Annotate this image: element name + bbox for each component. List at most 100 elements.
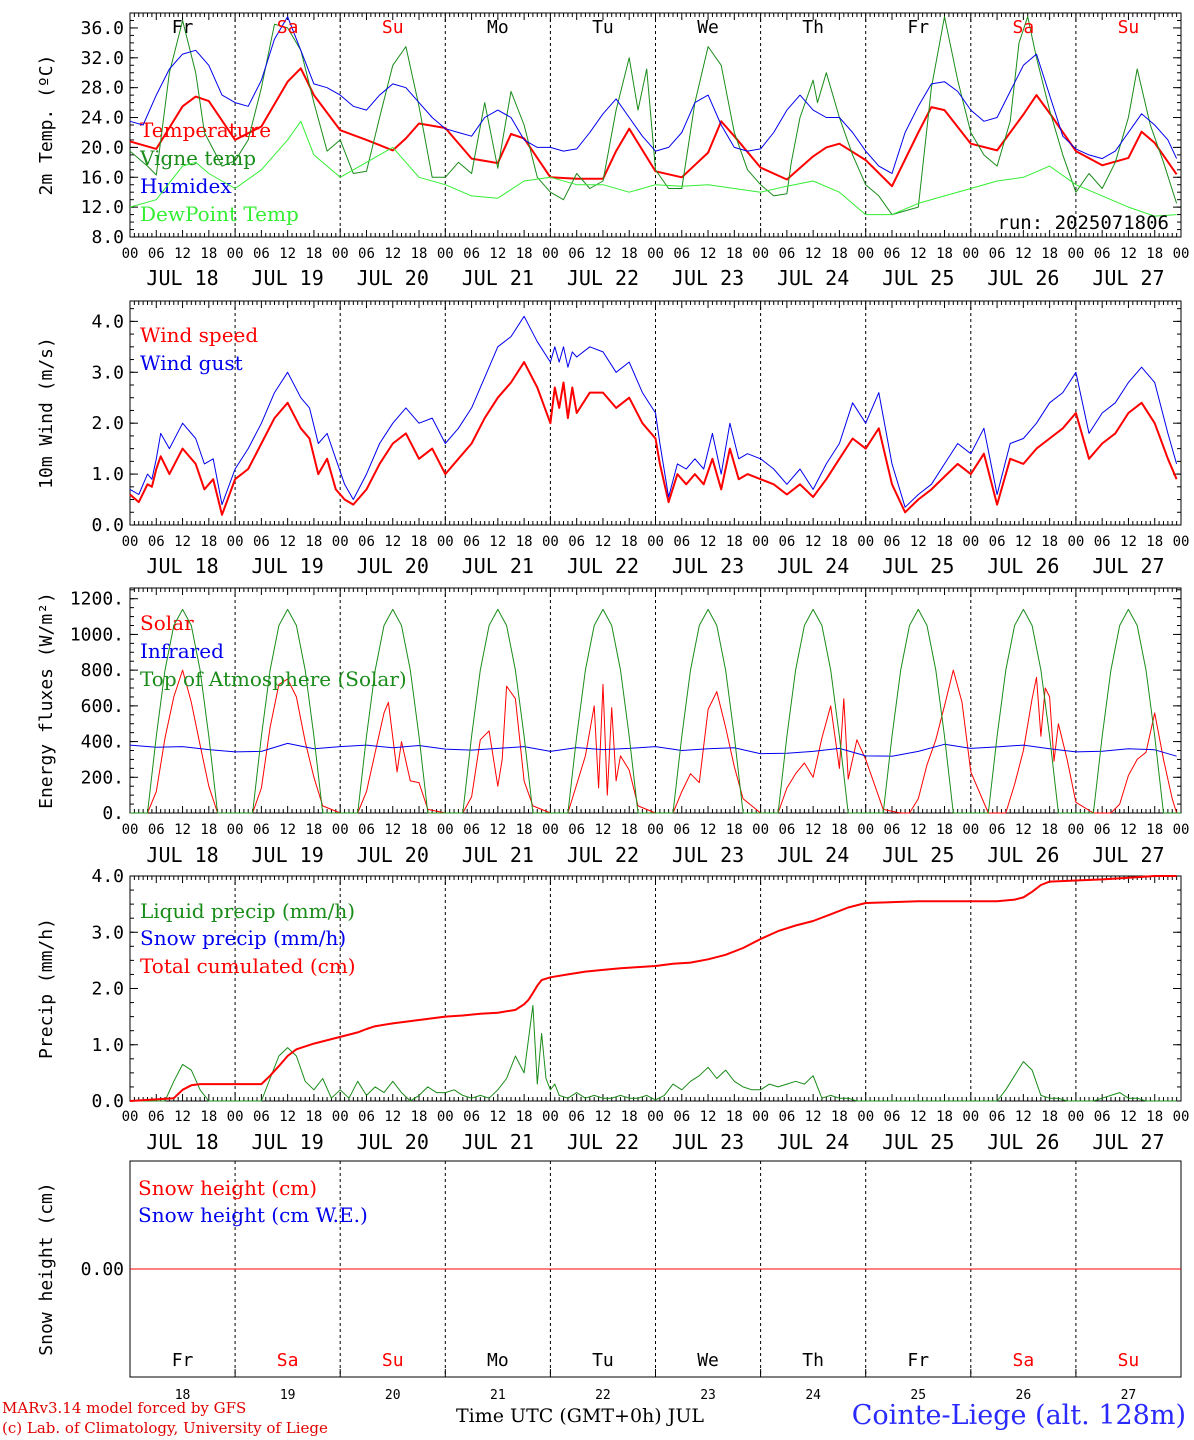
date-label: JUL 27 — [1092, 554, 1164, 578]
hour-label: 00 — [437, 1109, 454, 1125]
date-label: JUL 18 — [146, 266, 218, 290]
date-label: JUL 25 — [882, 266, 954, 290]
y-tick-label: 0.00 — [81, 1259, 124, 1280]
hour-label: 00 — [542, 246, 559, 262]
hour-label: 12 — [910, 246, 927, 262]
model-credit: MARv3.14 model forced by GFS — [2, 1399, 247, 1417]
hour-label: 18 — [411, 822, 428, 838]
hour-label: 06 — [1094, 246, 1111, 262]
hour-label: 06 — [568, 1109, 585, 1125]
hour-label: 12 — [595, 822, 612, 838]
hour-label: 06 — [358, 822, 375, 838]
weekday-label: We — [697, 17, 719, 38]
hour-label: 06 — [673, 1109, 690, 1125]
day-number-label: 22 — [595, 1388, 611, 1403]
date-label: JUL 26 — [987, 1130, 1059, 1154]
date-label: JUL 18 — [146, 843, 218, 867]
hour-label: 00 — [542, 1109, 559, 1125]
hour-label: 18 — [936, 246, 953, 262]
hour-label: 12 — [1120, 246, 1137, 262]
weekday-label: Sa — [277, 1350, 299, 1371]
hour-label: 12 — [174, 534, 191, 550]
series-line-1 — [130, 669, 1178, 814]
hour-label: 00 — [1173, 822, 1190, 838]
hour-label: 00 — [227, 822, 244, 838]
weekday-label: Th — [802, 1350, 824, 1371]
hour-label: 18 — [936, 1109, 953, 1125]
series-line-3 — [130, 608, 1181, 814]
hour-label: 06 — [778, 822, 795, 838]
hour-label: 00 — [332, 246, 349, 262]
hour-label: 06 — [568, 534, 585, 550]
run-annotation: run: 2025071806 — [997, 212, 1169, 234]
date-label: JUL 23 — [672, 843, 744, 867]
date-label: JUL 26 — [987, 554, 1059, 578]
date-label: JUL 24 — [777, 554, 849, 578]
hour-label: 12 — [489, 822, 506, 838]
energy-panel: 0. 200. 400. 600. 800. 1000. 1200. Energy fluxe… — [36, 587, 1190, 867]
y-axis-title: Precip (mm/h) — [36, 918, 57, 1059]
hour-label: 18 — [305, 1109, 322, 1125]
hour-label: 06 — [463, 822, 480, 838]
date-label: JUL 20 — [357, 843, 429, 867]
hour-label: 12 — [384, 534, 401, 550]
hour-label: 18 — [411, 1109, 428, 1125]
y-tick-label: 4.0 — [91, 311, 124, 332]
weekday-label: Su — [382, 17, 404, 38]
snow-panel: 0.00 Snow height (cm) Snow height (cm) Snow… — [36, 1160, 1182, 1403]
y-tick-label: 800. — [81, 660, 124, 681]
hour-label: 12 — [1120, 534, 1137, 550]
hour-label: 12 — [1120, 822, 1137, 838]
hour-label: 00 — [1173, 1109, 1190, 1125]
date-label: JUL 24 — [777, 843, 849, 867]
hour-label: 00 — [962, 246, 979, 262]
weekday-label: Fr — [172, 1350, 194, 1371]
weekday-label: Mo — [487, 17, 509, 38]
hour-label: 00 — [647, 534, 664, 550]
hour-label: 12 — [805, 534, 822, 550]
legend-entry: Wind gust — [140, 351, 243, 375]
hour-label: 12 — [1015, 534, 1032, 550]
hour-label: 06 — [463, 534, 480, 550]
hour-label: 12 — [384, 822, 401, 838]
hour-label: 00 — [647, 822, 664, 838]
date-label: JUL 24 — [777, 1130, 849, 1154]
y-axis-title: 10m Wind (m/s) — [36, 337, 57, 489]
date-label: JUL 19 — [252, 266, 324, 290]
date-label: JUL 27 — [1092, 1130, 1164, 1154]
hour-label: 00 — [857, 246, 874, 262]
hour-label: 18 — [411, 534, 428, 550]
date-label: JUL 23 — [672, 266, 744, 290]
series-line-2 — [129, 16, 1178, 216]
y-tick-label: 1.0 — [91, 464, 124, 485]
date-label: JUL 21 — [462, 554, 534, 578]
date-label: JUL 21 — [462, 1130, 534, 1154]
hour-label: 06 — [463, 246, 480, 262]
weekday-label: Su — [1118, 17, 1140, 38]
hour-label: 00 — [752, 822, 769, 838]
date-label: JUL 18 — [146, 1130, 218, 1154]
hour-label: 00 — [1067, 246, 1084, 262]
hour-label: 12 — [700, 822, 717, 838]
hour-label: 00 — [857, 534, 874, 550]
day-number-label: 20 — [385, 1388, 401, 1403]
hour-label: 00 — [962, 822, 979, 838]
hour-label: 12 — [910, 822, 927, 838]
hour-label: 00 — [647, 1109, 664, 1125]
hour-label: 18 — [1146, 822, 1163, 838]
hour-label: 12 — [279, 822, 296, 838]
y-tick-label: 600. — [81, 696, 124, 717]
hour-label: 12 — [595, 1109, 612, 1125]
series-line-3 — [129, 16, 1178, 174]
hour-label: 06 — [1094, 822, 1111, 838]
hour-label: 18 — [1146, 1109, 1163, 1125]
hour-label: 06 — [989, 1109, 1006, 1125]
hour-label: 06 — [673, 534, 690, 550]
date-label: JUL 24 — [777, 266, 849, 290]
day-number-label: 25 — [910, 1388, 926, 1403]
date-label: JUL 27 — [1092, 266, 1164, 290]
hour-label: 00 — [752, 246, 769, 262]
legend-entry: Total cumulated (cm) — [140, 954, 356, 978]
series-line-1 — [130, 1004, 1177, 1102]
weekday-label: Su — [382, 1350, 404, 1371]
